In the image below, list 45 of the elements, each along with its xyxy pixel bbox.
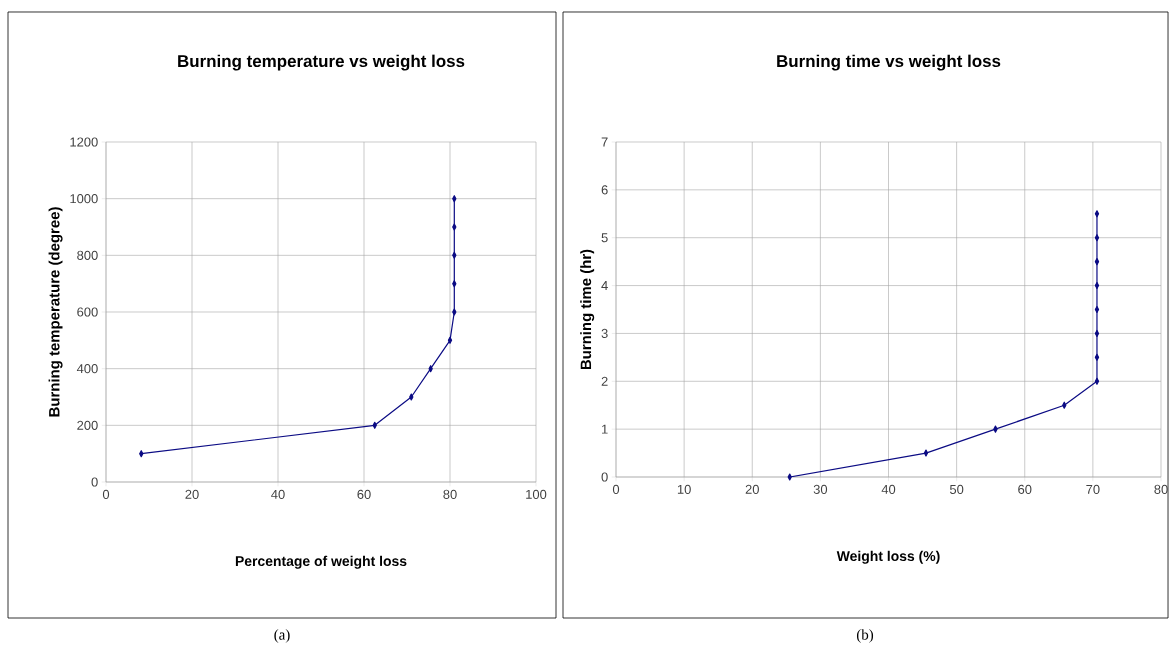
y-tick-label: 0 [91, 477, 98, 487]
y-tick-label: 200 [77, 420, 98, 430]
x-tick-label: 50 [949, 484, 964, 494]
point [1094, 353, 1100, 361]
text: (b) [856, 629, 874, 643]
y-axis-title: Burning temperature (degree) [48, 207, 63, 417]
x-axis-title: Weight loss (%) [836, 550, 940, 564]
y-tick-label: 7 [601, 137, 608, 147]
y-tick-label: 3 [601, 328, 608, 339]
y-tick-label: 6 [601, 185, 608, 195]
y-tick-label: 800 [77, 250, 98, 260]
x-tick-label: 60 [1018, 484, 1032, 494]
point [447, 336, 453, 344]
y-tick-label: 1200 [70, 137, 98, 147]
point [1094, 258, 1100, 266]
x-tick-label: 20 [745, 484, 759, 494]
point [1094, 377, 1100, 385]
x-axis-title: Percentage of weight loss [235, 555, 407, 569]
y-tick-label: 1 [602, 424, 608, 434]
x-tick-label: 40 [881, 484, 896, 494]
x-tick-label: 0 [102, 489, 110, 499]
point [1094, 234, 1100, 242]
y-tick-label: 0 [601, 472, 608, 482]
y-tick-label: 600 [77, 307, 98, 317]
x-tick-label: 80 [443, 489, 457, 499]
x-tick-label: 60 [357, 489, 371, 499]
point [923, 449, 929, 457]
y-tick-label: 4 [601, 281, 608, 291]
y-tick-label: 2 [601, 376, 608, 386]
x-tick-label: 30 [813, 484, 828, 494]
x-tick-label: 10 [677, 484, 691, 494]
point [1094, 210, 1100, 218]
chart-title: Burning time vs weight loss [777, 54, 1001, 71]
y-axis-title: Burning time (hr) [580, 249, 595, 370]
x-tick-label: 100 [526, 489, 547, 499]
y-tick-label: 400 [76, 364, 98, 374]
x-tick-label: 80 [1154, 484, 1168, 494]
y-tick-label: 5 [601, 233, 608, 243]
y-tick-label: 1000 [70, 194, 98, 204]
x-tick-label: 40 [271, 489, 285, 499]
text: (a) [274, 629, 290, 643]
x-tick-label: 0 [612, 484, 620, 494]
x-tick-label: 20 [185, 489, 199, 499]
x-tick-label: 70 [1086, 484, 1100, 494]
chart-title: Burning temperature vs weight loss [178, 54, 465, 71]
